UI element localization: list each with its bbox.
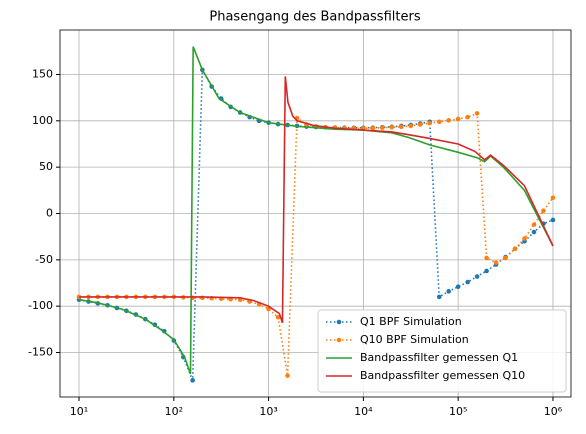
legend-marker [336,319,342,325]
marker [465,114,470,120]
chart-title: Phasengang des Bandpassfilters [209,10,420,25]
marker [522,236,527,241]
series-line [79,112,554,376]
marker [285,373,290,378]
marker [370,125,376,131]
marker [503,255,508,261]
y-tick-label: 50 [39,160,53,173]
y-tick-label: -150 [28,346,53,359]
marker [389,125,395,130]
marker [474,111,480,116]
x-tick-label: 10² [165,405,183,418]
marker [531,229,537,235]
marker [398,124,404,130]
marker [446,118,451,123]
plot-area [76,46,556,383]
x-tick-label: 10⁶ [544,405,563,418]
marker [417,122,423,127]
legend-marker [336,337,342,343]
marker [541,208,546,214]
marker [446,289,451,294]
marker [465,279,470,285]
marker [550,195,556,201]
y-tick-label: 0 [46,207,53,220]
y-tick-label: 100 [32,114,53,127]
legend-label: Q10 BPF Simulation [360,333,469,346]
legend-label: Bandpassfilter gemessen Q10 [360,369,525,382]
marker [190,378,195,383]
marker [380,125,385,131]
marker [531,222,537,227]
x-tick-label: 10¹ [70,405,88,418]
x-tick-label: 10⁵ [449,405,467,418]
marker [484,268,489,274]
series-line [78,46,554,375]
y-tick-label: -100 [28,299,53,312]
x-tick-label: 10³ [259,405,277,418]
legend-box [317,309,567,393]
marker [493,260,499,265]
series-line [79,76,554,324]
marker [512,246,518,252]
marker [550,217,556,223]
marker [474,274,480,279]
marker [455,284,461,290]
marker [427,120,433,126]
y-tick-label: -50 [35,253,53,266]
marker [275,314,281,320]
marker [436,119,442,125]
x-tick-label: 10⁴ [354,405,373,418]
marker [455,116,461,122]
legend-label: Q1 BPF Simulation [360,315,462,328]
marker [436,294,442,300]
legend-label: Bandpassfilter gemessen Q1 [360,351,518,364]
axes-frame [59,29,572,398]
marker [408,123,414,129]
y-tick-label: 150 [32,67,53,80]
marker [484,255,489,261]
